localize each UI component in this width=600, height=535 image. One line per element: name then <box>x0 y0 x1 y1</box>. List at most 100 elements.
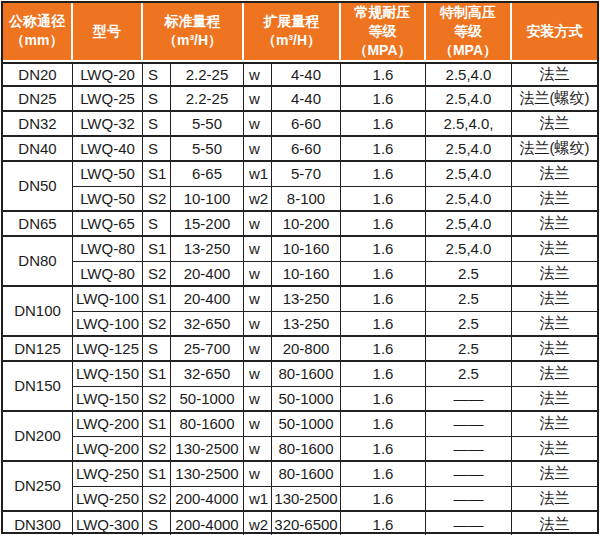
cell-high-pressure-rating: 2.5 <box>426 312 512 337</box>
cell-extended-code: w1 <box>244 487 272 512</box>
cell-high-pressure-rating: 2.5,4.0 <box>426 62 512 87</box>
cell-extended-code: w1 <box>244 162 272 187</box>
cell-standard-range: 32-650 <box>171 362 244 387</box>
cell-high-pressure-rating: 2.5,4.0 <box>426 162 512 187</box>
cell-standard-code: S2 <box>143 262 171 287</box>
cell-standard-code: S2 <box>143 312 171 337</box>
spec-table-container: 公称通径 （mm） 型号 标准量程 （m³/H） 扩展量程 （m³/H） 常规耐… <box>1 1 599 534</box>
cell-standard-code: S1 <box>143 162 171 187</box>
cell-standard-code: S <box>143 512 171 535</box>
cell-high-pressure-rating: 2.5 <box>426 287 512 312</box>
cell-extended-range: 50-1000 <box>272 412 341 437</box>
table-row: DN50LWQ-50S16-65w15-701.62.5,4.0法兰 <box>3 162 597 187</box>
cell-model: LWQ-80 <box>73 262 143 287</box>
cell-extended-range: 80-1600 <box>272 437 341 462</box>
cell-diameter: DN250 <box>3 462 73 512</box>
cell-standard-code: S <box>143 62 171 87</box>
cell-model: LWQ-65 <box>73 212 143 237</box>
table-row: DN200LWQ-200S180-1600w50-10001.6——法兰 <box>3 412 597 437</box>
cell-extended-range: 5-70 <box>272 162 341 187</box>
cell-pressure-rating: 1.6 <box>341 237 426 262</box>
cell-install-method: 法兰 <box>512 187 597 212</box>
cell-install-method: 法兰(螺纹) <box>512 87 597 112</box>
cell-standard-code: S <box>143 87 171 112</box>
cell-extended-code: w2 <box>244 512 272 535</box>
cell-high-pressure-rating: 2.5,4.0 <box>426 212 512 237</box>
cell-extended-code: w <box>244 337 272 362</box>
cell-extended-range: 4-40 <box>272 87 341 112</box>
cell-diameter: DN200 <box>3 412 73 462</box>
cell-extended-range: 13-250 <box>272 312 341 337</box>
table-row: DN150LWQ-150S132-650w80-16001.62.5法兰 <box>3 362 597 387</box>
cell-high-pressure-rating: —— <box>426 512 512 535</box>
cell-install-method: 法兰 <box>512 112 597 137</box>
cell-high-pressure-rating: —— <box>426 387 512 412</box>
header-diameter: 公称通径 （mm） <box>3 3 73 62</box>
cell-standard-range: 20-400 <box>171 287 244 312</box>
cell-extended-code: w <box>244 137 272 162</box>
cell-high-pressure-rating: —— <box>426 462 512 487</box>
cell-standard-code: S <box>143 337 171 362</box>
cell-high-pressure-rating: 2.5,4.0 <box>426 87 512 112</box>
header-install-method: 安装方式 <box>512 3 597 62</box>
cell-standard-code: S <box>143 212 171 237</box>
cell-standard-code: S2 <box>143 487 171 512</box>
table-row: DN125LWQ-125S25-700w20-8001.62.5法兰 <box>3 337 597 362</box>
cell-extended-code: w <box>244 237 272 262</box>
cell-model: LWQ-250 <box>73 487 143 512</box>
cell-high-pressure-rating: 2.5,4.0 <box>426 137 512 162</box>
cell-standard-code: S <box>143 137 171 162</box>
table-row: LWQ-250S2200-4000w1130-25001.6——法兰 <box>3 487 597 512</box>
cell-extended-range: 10-200 <box>272 212 341 237</box>
cell-standard-range: 15-200 <box>171 212 244 237</box>
cell-standard-code: S1 <box>143 362 171 387</box>
cell-model: LWQ-150 <box>73 362 143 387</box>
cell-extended-range: 320-6500 <box>272 512 341 535</box>
cell-standard-range: 6-65 <box>171 162 244 187</box>
cell-standard-range: 130-2500 <box>171 462 244 487</box>
header-model: 型号 <box>73 3 143 62</box>
cell-extended-code: w <box>244 312 272 337</box>
cell-standard-range: 80-1600 <box>171 412 244 437</box>
cell-model: LWQ-100 <box>73 312 143 337</box>
cell-install-method: 法兰 <box>512 387 597 412</box>
cell-extended-code: w <box>244 212 272 237</box>
spec-table-body: DN20LWQ-20S2.2-25w4-401.62.5,4.0法兰DN25LW… <box>3 62 597 535</box>
table-row: DN100LWQ-100S120-400w13-2501.62.5法兰 <box>3 287 597 312</box>
cell-pressure-rating: 1.6 <box>341 387 426 412</box>
cell-extended-code: w <box>244 462 272 487</box>
cell-extended-range: 130-2500 <box>272 487 341 512</box>
cell-pressure-rating: 1.6 <box>341 487 426 512</box>
table-row: LWQ-50S210-100w28-1001.62.5,4.0法兰 <box>3 187 597 212</box>
cell-diameter: DN32 <box>3 112 73 137</box>
table-row: LWQ-200S2130-2500w80-16001.6——法兰 <box>3 437 597 462</box>
cell-standard-range: 200-4000 <box>171 487 244 512</box>
cell-high-pressure-rating: 2.5,4.0 <box>426 237 512 262</box>
cell-install-method: 法兰 <box>512 462 597 487</box>
cell-extended-range: 10-160 <box>272 237 341 262</box>
cell-pressure-rating: 1.6 <box>341 287 426 312</box>
cell-install-method: 法兰 <box>512 262 597 287</box>
cell-diameter: DN20 <box>3 62 73 87</box>
cell-install-method: 法兰 <box>512 237 597 262</box>
cell-model: LWQ-50 <box>73 187 143 212</box>
cell-extended-code: w2 <box>244 187 272 212</box>
cell-extended-code: w <box>244 437 272 462</box>
cell-model: LWQ-32 <box>73 112 143 137</box>
cell-high-pressure-rating: —— <box>426 487 512 512</box>
cell-extended-code: w <box>244 87 272 112</box>
cell-diameter: DN40 <box>3 137 73 162</box>
cell-extended-range: 6-60 <box>272 137 341 162</box>
cell-standard-code: S2 <box>143 437 171 462</box>
cell-diameter: DN25 <box>3 87 73 112</box>
cell-pressure-rating: 1.6 <box>341 412 426 437</box>
cell-diameter: DN150 <box>3 362 73 412</box>
cell-pressure-rating: 1.6 <box>341 187 426 212</box>
table-row: DN65LWQ-65S15-200w10-2001.62.5,4.0法兰 <box>3 212 597 237</box>
cell-standard-code: S <box>143 112 171 137</box>
cell-pressure-rating: 1.6 <box>341 87 426 112</box>
cell-install-method: 法兰 <box>512 287 597 312</box>
cell-standard-range: 2.2-25 <box>171 87 244 112</box>
cell-model: LWQ-25 <box>73 87 143 112</box>
cell-pressure-rating: 1.6 <box>341 262 426 287</box>
